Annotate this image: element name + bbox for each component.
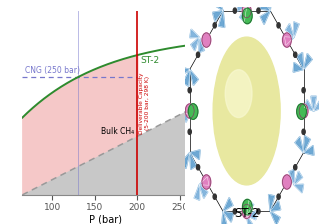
Polygon shape	[190, 29, 199, 38]
Polygon shape	[304, 100, 314, 111]
Circle shape	[294, 165, 297, 170]
Circle shape	[242, 4, 251, 18]
Text: ST-2: ST-2	[234, 207, 259, 220]
Circle shape	[185, 104, 194, 118]
Circle shape	[242, 8, 252, 24]
Text: Bulk CH₄: Bulk CH₄	[100, 127, 134, 136]
Circle shape	[233, 8, 236, 13]
Circle shape	[302, 129, 305, 134]
Polygon shape	[240, 0, 247, 7]
Polygon shape	[247, 211, 256, 220]
Text: CNG (250 bar): CNG (250 bar)	[25, 66, 80, 75]
Polygon shape	[223, 198, 233, 211]
Polygon shape	[199, 185, 208, 198]
Polygon shape	[311, 96, 316, 111]
Polygon shape	[221, 211, 227, 224]
Circle shape	[242, 204, 251, 219]
Polygon shape	[269, 195, 275, 211]
Circle shape	[202, 175, 211, 189]
Polygon shape	[285, 37, 294, 45]
Circle shape	[302, 88, 305, 93]
Polygon shape	[199, 177, 209, 185]
Text: Deliverable Capacity
(5-200 bar, 298 K): Deliverable Capacity (5-200 bar, 298 K)	[139, 72, 150, 134]
Polygon shape	[304, 146, 314, 155]
Polygon shape	[297, 52, 304, 69]
Polygon shape	[294, 184, 303, 193]
Circle shape	[299, 104, 308, 118]
Polygon shape	[266, 0, 272, 11]
Polygon shape	[190, 69, 198, 85]
Polygon shape	[199, 37, 204, 53]
Polygon shape	[293, 62, 304, 72]
Polygon shape	[260, 11, 270, 24]
Circle shape	[202, 33, 211, 47]
X-axis label: P (bar): P (bar)	[89, 214, 122, 224]
Polygon shape	[304, 136, 310, 153]
Polygon shape	[247, 200, 254, 215]
Circle shape	[297, 104, 306, 119]
Polygon shape	[260, 0, 270, 11]
Circle shape	[257, 8, 260, 13]
Polygon shape	[170, 111, 180, 122]
Polygon shape	[295, 137, 304, 153]
Circle shape	[277, 23, 280, 28]
Polygon shape	[314, 100, 319, 111]
Polygon shape	[270, 201, 281, 211]
Circle shape	[213, 23, 216, 28]
Text: ST-2: ST-2	[141, 56, 160, 65]
Circle shape	[188, 88, 191, 93]
Polygon shape	[213, 0, 223, 11]
Polygon shape	[270, 211, 280, 224]
Circle shape	[242, 199, 252, 215]
Ellipse shape	[213, 37, 280, 185]
Ellipse shape	[225, 70, 252, 118]
Polygon shape	[219, 11, 225, 27]
Circle shape	[197, 52, 200, 57]
Polygon shape	[191, 37, 199, 51]
Polygon shape	[238, 2, 247, 11]
Polygon shape	[240, 7, 247, 22]
Circle shape	[277, 194, 280, 199]
Polygon shape	[190, 153, 196, 170]
Polygon shape	[183, 69, 190, 86]
Polygon shape	[304, 54, 312, 69]
Circle shape	[257, 209, 260, 214]
Polygon shape	[286, 24, 294, 37]
Circle shape	[233, 209, 236, 214]
Circle shape	[213, 194, 216, 199]
Circle shape	[294, 52, 297, 57]
Polygon shape	[289, 169, 294, 185]
Circle shape	[283, 175, 291, 189]
Polygon shape	[177, 111, 182, 126]
Polygon shape	[180, 111, 189, 122]
Polygon shape	[179, 67, 190, 76]
Circle shape	[283, 33, 291, 47]
Polygon shape	[247, 215, 254, 224]
Circle shape	[188, 104, 198, 119]
Polygon shape	[190, 150, 200, 159]
Polygon shape	[181, 153, 190, 168]
Circle shape	[197, 165, 200, 170]
Polygon shape	[194, 185, 200, 200]
Polygon shape	[223, 211, 234, 222]
Polygon shape	[294, 22, 299, 37]
Circle shape	[188, 129, 191, 134]
Polygon shape	[213, 11, 223, 22]
Polygon shape	[294, 171, 302, 185]
